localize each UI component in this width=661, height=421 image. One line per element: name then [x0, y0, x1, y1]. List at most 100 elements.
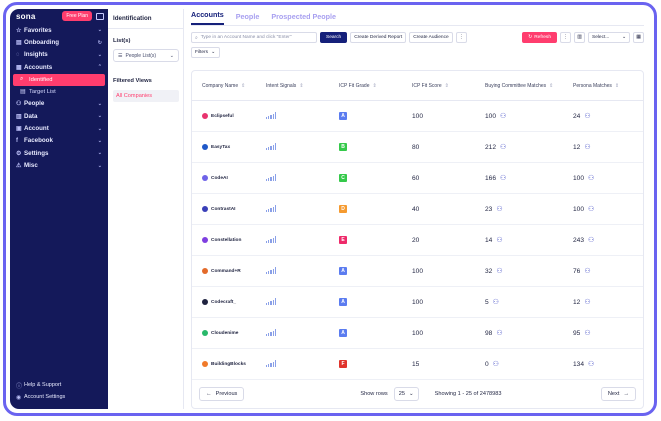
sidebar-item-facebook[interactable]: f Facebook ⌄	[10, 135, 108, 147]
sidebar-item-label: Settings	[24, 149, 49, 157]
table-row[interactable]: Eclipseful A 100 100 ⚇ 24 ⚇	[192, 101, 643, 132]
table-body: Eclipseful A 100 100 ⚇ 24 ⚇ EasyTax B 80 212 ⚇ 12 ⚇ Co…	[192, 101, 643, 380]
create-audience-button[interactable]: Create Audience	[409, 32, 453, 43]
people-icon: ⚇	[500, 113, 507, 120]
table-header: Company Name ⇕ Intent Signals ⇕ ICP Fit Gr…	[192, 71, 643, 101]
persona-matches-cell[interactable]: 76 ⚇	[573, 267, 643, 275]
search-icon: ⌕	[195, 35, 198, 41]
col-icp-fit-score[interactable]: ICP Fit Score ⇕	[412, 82, 449, 89]
refresh-icon: ↻	[97, 39, 102, 46]
sidebar-item-help[interactable]: ⓘ Help & Support	[10, 379, 108, 391]
buying-committee-cell[interactable]: 32 ⚇	[485, 267, 573, 275]
create-derived-report-button[interactable]: Create Derived Report	[350, 32, 407, 43]
persona-value: 12	[573, 299, 581, 306]
buying-committee-cell[interactable]: 23 ⚇	[485, 205, 573, 213]
view-all-companies[interactable]: All Companies	[113, 90, 179, 102]
table-row[interactable]: EasyTax B 80 212 ⚇ 12 ⚇	[192, 132, 643, 163]
buying-committee-cell[interactable]: 98 ⚇	[485, 329, 573, 337]
sidebar-item-favorites[interactable]: ☆ Favorites ⌄	[10, 24, 108, 36]
table-row[interactable]: Constellation E 20 14 ⚇ 243 ⚇	[192, 225, 643, 256]
persona-matches-cell[interactable]: 100 ⚇	[573, 174, 643, 182]
next-button[interactable]: Next →	[600, 386, 636, 401]
sidebar-item-account-settings[interactable]: ◉ Account Settings	[10, 391, 108, 403]
chevron-down-icon: ⌄	[211, 50, 216, 55]
people-icon: ⚇	[584, 268, 591, 275]
tab-prospected-people[interactable]: Prospected People	[271, 12, 337, 21]
grade-badge: A	[339, 329, 347, 337]
table-row[interactable]: BuildingBlocks F 15 0 ⚇ 134 ⚇	[192, 349, 643, 380]
rows-per-page-select[interactable]: 25 ⌄	[393, 386, 419, 401]
filters-button[interactable]: Filters ⌄	[191, 47, 220, 58]
previous-button[interactable]: ← Previous	[199, 386, 245, 401]
list-select[interactable]: ☰ People List(s) ⌄	[113, 49, 179, 62]
sidebar-item-accounts[interactable]: ▦ Accounts ⌃	[10, 61, 108, 73]
company-cell[interactable]: CodeAI	[192, 175, 266, 181]
table-row[interactable]: ContrastAI D 40 23 ⚇ 100 ⚇	[192, 194, 643, 225]
chevron-up-icon: ⌃	[97, 64, 102, 71]
buying-committee-cell[interactable]: 212 ⚇	[485, 143, 573, 151]
collapse-sidebar-icon[interactable]	[96, 12, 104, 20]
icp-grade-cell: C	[339, 174, 412, 182]
company-cell[interactable]: Eclipseful	[192, 113, 266, 119]
col-persona-matches[interactable]: Persona Matches ⇕	[573, 82, 620, 89]
col-buying-committee[interactable]: Buying Committee Matches ⇕	[485, 82, 554, 89]
icp-score-cell: 100	[412, 267, 424, 275]
building-icon: ▦	[16, 64, 22, 71]
company-cell[interactable]: ContrastAI	[192, 206, 266, 212]
sidebar-item-misc[interactable]: ⚠ Misc ⌄	[10, 160, 108, 172]
company-cell[interactable]: Constellation	[192, 237, 266, 243]
buying-committee-cell[interactable]: 166 ⚇	[485, 174, 573, 182]
more-options-icon[interactable]: ⋮	[455, 32, 467, 43]
settings-grid-icon[interactable]: ▦	[633, 32, 644, 43]
col-intent-signals[interactable]: Intent Signals ⇕	[266, 82, 304, 89]
tab-people[interactable]: People	[235, 12, 260, 21]
company-cell[interactable]: EasyTax	[192, 144, 266, 150]
company-logo-icon	[202, 113, 208, 119]
company-logo-icon	[202, 144, 208, 150]
persona-matches-cell[interactable]: 100 ⚇	[573, 205, 643, 213]
table-row[interactable]: Cloudenime A 100 98 ⚇ 95 ⚇	[192, 318, 643, 349]
search-button[interactable]: Search	[320, 32, 348, 43]
table-row[interactable]: Command+R A 100 32 ⚇ 76 ⚇	[192, 256, 643, 287]
plan-badge[interactable]: Free Plan	[62, 11, 92, 21]
refresh-button[interactable]: ↻ Refresh	[522, 32, 557, 43]
sidebar-item-target-list[interactable]: ▤ Target List	[10, 86, 108, 98]
table-row[interactable]: CodeAI C 60 166 ⚇ 100 ⚇	[192, 163, 643, 194]
persona-matches-cell[interactable]: 24 ⚇	[573, 112, 643, 120]
icp-score-cell: 15	[412, 360, 420, 368]
sidebar-item-settings[interactable]: ⚙ Settings ⌄	[10, 147, 108, 159]
columns-icon[interactable]: ▥	[574, 32, 585, 43]
buying-committee-cell[interactable]: 100 ⚇	[485, 112, 573, 120]
persona-matches-cell[interactable]: 12 ⚇	[573, 298, 643, 306]
company-cell[interactable]: Codecraft_	[192, 299, 266, 305]
buying-committee-cell[interactable]: 0 ⚇	[485, 360, 573, 368]
persona-matches-cell[interactable]: 12 ⚇	[573, 143, 643, 151]
company-cell[interactable]: Cloudenime	[192, 330, 266, 336]
search-icon: ⌕	[20, 76, 24, 83]
sidebar-item-onboarding[interactable]: ▤ Onboarding ↻	[10, 36, 108, 48]
company-cell[interactable]: BuildingBlocks	[192, 361, 266, 367]
kebab-menu-icon[interactable]: ⋮	[560, 32, 571, 43]
persona-matches-cell[interactable]: 243 ⚇	[573, 236, 643, 244]
company-name: ContrastAI	[211, 206, 236, 212]
tab-accounts[interactable]: Accounts	[191, 10, 224, 25]
col-icp-fit-grade[interactable]: ICP Fit Grade ⇕	[339, 82, 377, 89]
search-input[interactable]: ⌕ Type in an Account Name and click "Ent…	[191, 32, 317, 43]
signal-bars-icon	[266, 328, 276, 336]
buying-committee-cell[interactable]: 14 ⚇	[485, 236, 573, 244]
icp-grade-cell: F	[339, 360, 412, 368]
col-company-name[interactable]: Company Name ⇕	[202, 82, 246, 89]
app-window: sona Free Plan ☆ Favorites ⌄ ▤ Onboarding ↻ …	[10, 9, 650, 409]
people-icon: ⚇	[16, 101, 22, 108]
view-select[interactable]: Select... ⌄	[588, 32, 630, 43]
sidebar-item-identified[interactable]: ⌕ Identified	[13, 73, 105, 86]
company-cell[interactable]: Command+R	[192, 268, 266, 274]
sidebar-item-insights[interactable]: ◌ Insights ⌄	[10, 49, 108, 61]
sidebar-item-people[interactable]: ⚇ People ⌄	[10, 98, 108, 110]
table-row[interactable]: Codecraft_ A 100 5 ⚇ 12 ⚇	[192, 287, 643, 318]
persona-matches-cell[interactable]: 134 ⚇	[573, 360, 643, 368]
buying-committee-cell[interactable]: 5 ⚇	[485, 298, 573, 306]
persona-matches-cell[interactable]: 95 ⚇	[573, 329, 643, 337]
sidebar-item-account[interactable]: ▣ Account ⌄	[10, 122, 108, 134]
sidebar-item-data[interactable]: ▥ Data ⌄	[10, 110, 108, 122]
